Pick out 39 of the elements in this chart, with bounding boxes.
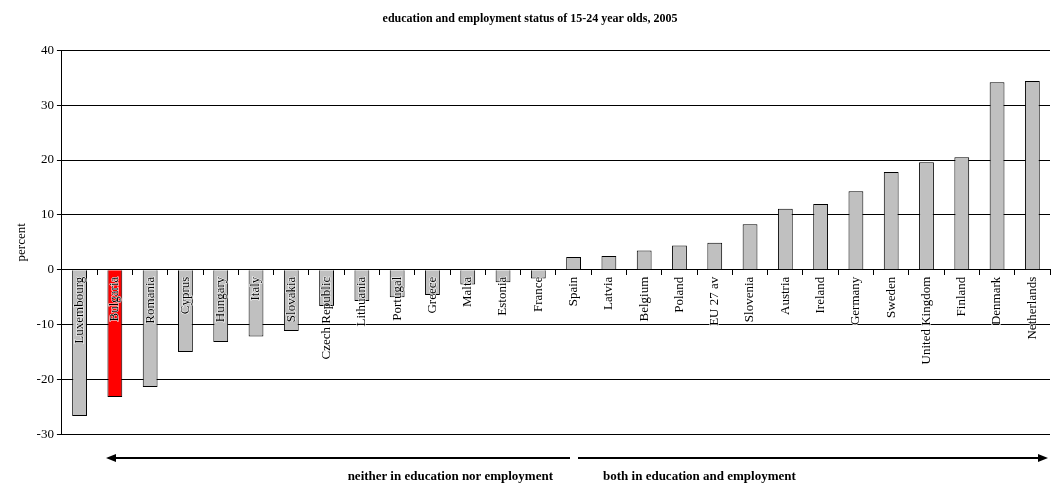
x-tick-label: Latvia	[600, 276, 616, 310]
y-tick-label: -20	[36, 370, 54, 386]
text: neither in education nor employment	[347, 468, 553, 484]
x-tick-label: Greece	[423, 276, 439, 314]
x-tick-label: Germany	[847, 276, 863, 326]
x-tick-label: Spain	[565, 276, 581, 307]
x-tick-label: Hungary	[212, 276, 228, 323]
x-tick-label: Bulgaria	[106, 276, 122, 322]
x-tick-label: Netherlands	[1023, 276, 1039, 340]
text: both in education and employment	[603, 468, 796, 484]
x-tick-label: Estonia	[494, 276, 510, 316]
x-tick-label: Luxembourg	[71, 276, 86, 344]
x-tick-label: Poland	[670, 276, 686, 313]
x-tick-label: Finland	[953, 276, 969, 317]
x-tick-label: Italy	[247, 276, 263, 301]
x-tick-label: Romania	[141, 276, 157, 324]
x-tick-label: Portugal	[388, 276, 404, 321]
y-tick-label: 10	[40, 206, 54, 222]
x-tick-label: United Kingdom	[917, 276, 933, 365]
x-tick-label: Czech Republic	[318, 276, 334, 360]
y-tick-label: 20	[40, 151, 54, 167]
x-tick-label: France	[529, 276, 545, 313]
y-tick-label: 30	[40, 96, 54, 112]
x-tick-label: Denmark	[988, 276, 1004, 326]
x-tick-label: Malta	[459, 276, 475, 308]
chart-title: education and employment status of 15-24 year olds, 2005	[382, 11, 678, 26]
x-tick-label: EU 27 av	[706, 276, 722, 326]
x-tick-label: Ireland	[812, 276, 828, 314]
x-tick-label: Slovenia	[741, 276, 757, 323]
x-tick-label: Austria	[776, 276, 792, 315]
y-tick-label: 0	[47, 261, 54, 277]
y-tick-label: 40	[40, 41, 54, 57]
x-tick-label: Cyprus	[176, 276, 192, 315]
x-tick-label: Sweden	[882, 276, 898, 318]
x-tick-label: Belgium	[635, 276, 651, 322]
y-axis-title: percent	[13, 222, 29, 262]
x-tick-label: Slovakia	[282, 276, 298, 323]
y-tick-label: -30	[36, 425, 54, 441]
y-tick-label: -10	[36, 315, 54, 331]
